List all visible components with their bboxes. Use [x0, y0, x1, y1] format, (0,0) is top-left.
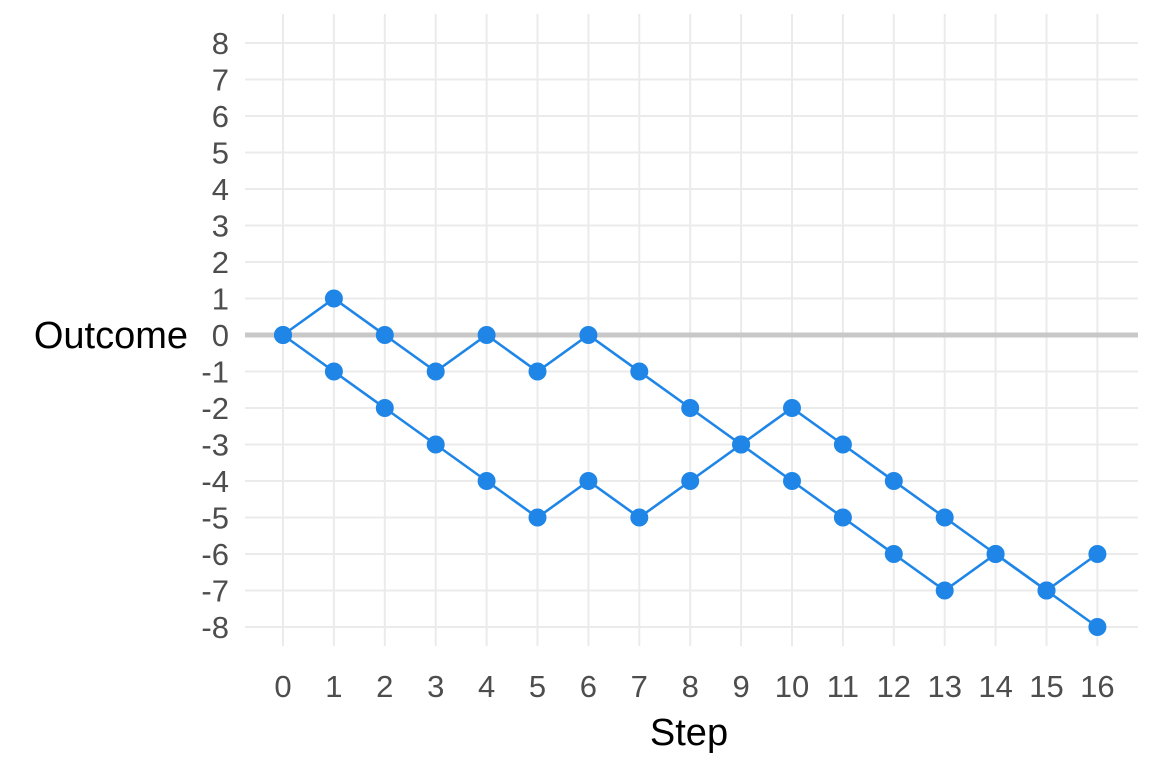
x-tick-label: 0: [274, 669, 291, 704]
y-tick-label: 0: [212, 318, 229, 353]
data-point: [935, 508, 954, 527]
data-point: [477, 326, 496, 344]
x-tick-label: 7: [631, 669, 648, 704]
y-tick-label: -1: [201, 355, 229, 390]
data-point: [630, 362, 649, 381]
y-tick-label: -5: [201, 501, 229, 536]
y-tick-label: 3: [212, 209, 229, 244]
y-tick-label: -4: [201, 464, 229, 499]
y-axis-title: Outcome: [34, 315, 188, 357]
data-point: [579, 326, 598, 344]
data-point: [375, 326, 394, 344]
data-point: [681, 472, 700, 490]
data-point: [528, 362, 547, 381]
data-point: [833, 435, 852, 454]
x-tick-label: 10: [775, 669, 809, 704]
x-tick-label: 5: [529, 669, 546, 704]
x-tick-label: 4: [478, 669, 495, 704]
data-point: [833, 508, 852, 527]
x-tick-label: 3: [427, 669, 444, 704]
data-point: [783, 399, 801, 417]
data-point: [732, 435, 751, 454]
gridlines: [245, 14, 1138, 646]
x-tick-label: 1: [325, 669, 342, 704]
x-tick-label: 13: [927, 669, 961, 704]
y-tick-label: -7: [201, 574, 229, 609]
y-tick-label: -8: [201, 610, 229, 645]
x-tick-label: 15: [1029, 669, 1063, 704]
x-tick-label: 11: [827, 669, 859, 704]
y-tick-label: -3: [201, 428, 229, 463]
x-tick-label: 8: [682, 669, 699, 704]
y-tick-label: 4: [212, 172, 229, 207]
data-point: [630, 508, 649, 527]
data-point: [324, 289, 343, 308]
data-point: [1088, 618, 1107, 636]
y-tick-label: 5: [212, 136, 229, 171]
y-tick-label: 1: [212, 282, 229, 317]
x-tick-label: 9: [732, 669, 749, 704]
x-axis-tick-labels: 0 1 2 3 4 5 6 7 8 9 10 11 12 13 14 15 16: [274, 669, 1114, 704]
data-point: [884, 545, 903, 563]
data-point: [884, 472, 903, 490]
x-tick-label: 6: [580, 669, 597, 704]
y-tick-label: 8: [212, 26, 229, 61]
data-point: [986, 545, 1005, 563]
x-tick-label: 2: [376, 669, 393, 704]
data-point: [426, 362, 445, 381]
y-tick-label: 6: [212, 99, 229, 134]
data-point: [579, 472, 598, 490]
y-tick-label: 7: [212, 63, 229, 98]
y-tick-label: 2: [212, 245, 229, 280]
data-point: [274, 326, 292, 344]
data-point: [935, 581, 954, 600]
data-point: [426, 435, 445, 454]
x-tick-label: 14: [978, 669, 1012, 704]
data-point: [375, 399, 394, 417]
y-tick-label: -6: [201, 537, 229, 572]
data-point: [1088, 545, 1107, 563]
y-tick-label: -2: [201, 391, 229, 426]
data-point: [1037, 581, 1056, 600]
data-point: [528, 508, 547, 527]
x-axis-title: Step: [650, 712, 728, 754]
series-layer: [274, 289, 1107, 636]
data-point: [477, 472, 496, 490]
data-point: [681, 399, 700, 417]
data-point: [783, 472, 801, 490]
data-point: [324, 362, 343, 381]
x-tick-label: 12: [877, 669, 911, 704]
x-tick-label: 16: [1080, 669, 1114, 704]
